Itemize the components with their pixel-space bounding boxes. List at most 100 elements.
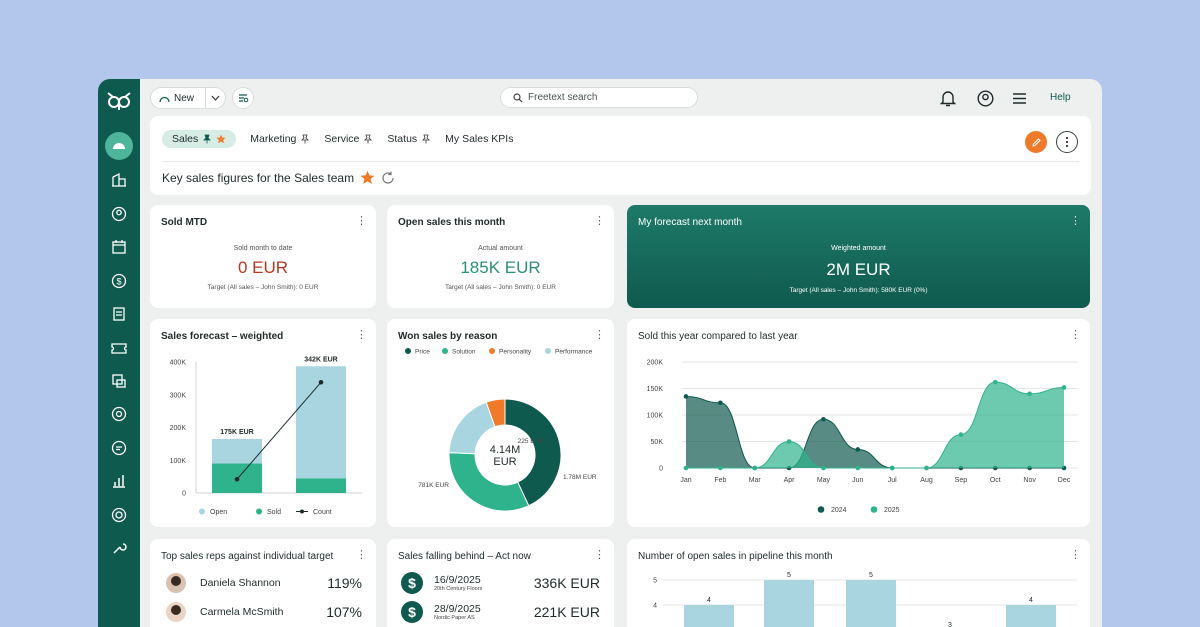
data-point — [992, 379, 998, 385]
card-menu-icon[interactable]: ⋮ — [356, 215, 367, 227]
user-profile-icon[interactable] — [975, 88, 995, 108]
sidebar: $ — [98, 79, 140, 627]
email-icon[interactable] — [106, 401, 132, 427]
calendar-icon[interactable] — [106, 234, 132, 260]
rep-name: Carmela McSmith — [200, 606, 284, 618]
search-placeholder: Freetext search — [528, 92, 598, 103]
card-menu-icon[interactable]: ⋮ — [1070, 549, 1081, 561]
dashboard-title-row: Key sales figures for the Sales team — [162, 170, 395, 185]
x-tick-label: Jul — [888, 477, 897, 484]
card-menu-icon[interactable]: ⋮ — [594, 215, 605, 227]
slice-label: 225 EUR — [518, 438, 545, 445]
card-menu-icon[interactable]: ⋮ — [594, 329, 605, 341]
data-point — [855, 447, 861, 452]
legend-marker — [405, 348, 411, 354]
pin-icon[interactable] — [363, 134, 373, 144]
edit-button[interactable] — [1025, 131, 1047, 153]
donut-slice — [448, 452, 530, 512]
tab-service[interactable]: Service — [324, 133, 373, 145]
list-item[interactable]: $ 28/9/2025 Nordic Paper AS 221K EUR — [401, 599, 600, 625]
pin-icon[interactable] — [202, 134, 212, 144]
ticket-icon[interactable] — [106, 335, 132, 361]
hamburger-menu-icon[interactable] — [1009, 88, 1029, 108]
dashboard-header: Sales Marketing Service Status My Sales … — [150, 116, 1091, 195]
legend-marker — [300, 509, 304, 514]
pin-icon[interactable] — [421, 134, 431, 144]
dashboard-small-icon — [159, 96, 170, 102]
data-label: 5 — [787, 572, 791, 579]
kpi-value: 185K EUR — [460, 258, 541, 277]
tab-sales-label: Sales — [172, 133, 199, 145]
new-button[interactable]: New — [150, 87, 226, 109]
data-point — [1027, 391, 1032, 397]
card-menu-icon[interactable]: ⋮ — [594, 549, 605, 561]
x-tick-label: May — [817, 477, 831, 484]
y-tick-label: 300K — [170, 392, 187, 399]
owl-logo-icon[interactable] — [106, 91, 132, 113]
help-link[interactable]: Help — [1050, 92, 1071, 103]
tab-marketing[interactable]: Marketing — [250, 133, 310, 145]
tab-sales[interactable]: Sales — [162, 130, 237, 148]
legend-marker — [442, 348, 448, 354]
donut-slice — [504, 398, 562, 507]
tab-my-sales-kpis[interactable]: My Sales KPIs — [445, 133, 513, 145]
selection-icon[interactable] — [106, 368, 132, 394]
area-fill — [686, 382, 1064, 468]
list-item[interactable]: Daniela Shannon 119% — [166, 571, 362, 595]
legend-label: Count — [313, 509, 332, 516]
more-options-button[interactable] — [1056, 131, 1078, 153]
y-tick-label: 0 — [182, 491, 186, 498]
favorite-star-icon[interactable] — [360, 170, 375, 185]
list-item[interactable]: $ 16/9/2025 20th Century Floors 336K EUR — [401, 570, 600, 596]
pin-icon[interactable] — [300, 134, 310, 144]
legend-marker — [870, 506, 878, 513]
sales-icon[interactable]: $ — [106, 268, 132, 294]
kpi-value: 2M EUR — [826, 260, 891, 279]
header-divider — [162, 161, 1079, 162]
star-icon[interactable] — [216, 134, 226, 144]
tools-icon[interactable] — [106, 535, 132, 561]
bar-open — [212, 438, 262, 464]
filter-search-button[interactable] — [232, 87, 254, 109]
rep-percentage: 107% — [326, 604, 362, 620]
dashboard-icon[interactable] — [105, 132, 133, 160]
kebab-icon — [1065, 136, 1069, 148]
data-point — [718, 465, 723, 471]
x-tick-label: Jun — [852, 477, 863, 484]
chat-icon[interactable] — [106, 435, 132, 461]
project-icon[interactable] — [106, 301, 132, 327]
bell-icon[interactable] — [938, 88, 958, 108]
card-menu-icon[interactable]: ⋮ — [356, 549, 367, 561]
x-tick-label: Mar — [749, 477, 762, 484]
card-title: Number of open sales in pipeline this mo… — [638, 551, 833, 562]
data-point — [1061, 385, 1067, 390]
card-menu-icon[interactable]: ⋮ — [1070, 329, 1081, 341]
legend-label: 2025 — [884, 507, 900, 514]
data-point — [683, 394, 689, 399]
company-icon[interactable] — [106, 167, 132, 193]
card-title: My forecast next month — [638, 217, 742, 228]
avatar — [166, 602, 186, 622]
tab-status[interactable]: Status — [387, 133, 431, 145]
contact-icon[interactable] — [106, 201, 132, 227]
x-tick-label: Apr — [784, 477, 796, 484]
card-menu-icon[interactable]: ⋮ — [356, 329, 367, 341]
x-tick-label: Oct — [990, 477, 1001, 484]
y-tick-label: 5 — [653, 578, 657, 585]
refresh-icon[interactable] — [381, 171, 395, 185]
pipeline-bar — [1006, 605, 1056, 627]
donut-slice — [448, 401, 496, 455]
chevron-down-icon[interactable] — [205, 88, 225, 108]
x-tick-label: Sep — [955, 477, 968, 484]
card-title: Sold MTD — [161, 217, 208, 228]
card-menu-icon[interactable]: ⋮ — [1070, 215, 1081, 227]
reports-icon[interactable] — [106, 468, 132, 494]
search-icon — [513, 92, 523, 102]
legend-marker — [199, 508, 205, 515]
kpi-footer: Target (All sales – John Smith): 0 EUR — [445, 284, 556, 291]
target-icon[interactable] — [106, 502, 132, 528]
sale-company: 20th Century Floors — [434, 586, 483, 592]
search-input[interactable]: Freetext search — [500, 87, 698, 108]
data-point — [752, 465, 758, 471]
list-item[interactable]: Carmela McSmith 107% — [166, 600, 362, 624]
